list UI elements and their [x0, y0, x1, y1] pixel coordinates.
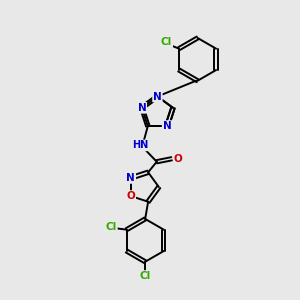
Text: O: O	[174, 154, 182, 164]
Text: N: N	[137, 103, 146, 113]
Text: HN: HN	[132, 140, 148, 150]
Text: O: O	[127, 191, 135, 201]
Text: N: N	[163, 121, 171, 131]
Text: N: N	[153, 92, 162, 101]
Text: Cl: Cl	[161, 37, 172, 47]
Text: Cl: Cl	[106, 222, 117, 232]
Text: N: N	[127, 173, 135, 183]
Text: Cl: Cl	[140, 271, 151, 281]
